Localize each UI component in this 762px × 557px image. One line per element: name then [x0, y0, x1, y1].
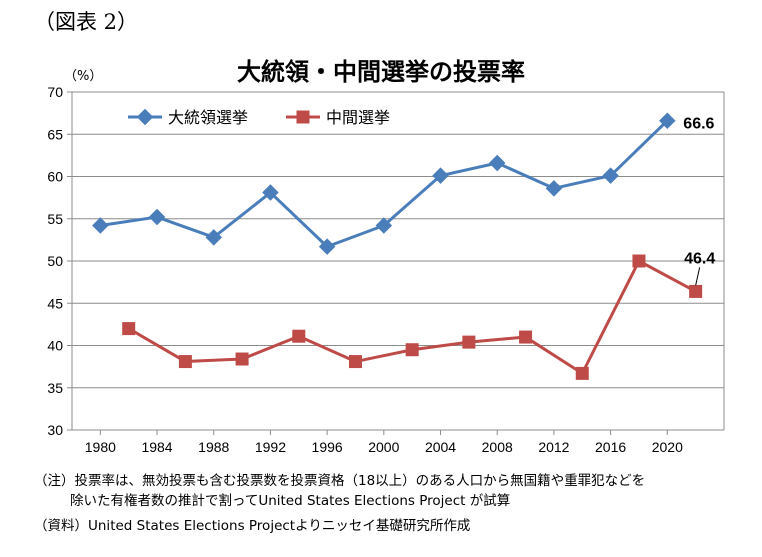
legend-label: 大統領選挙	[168, 108, 248, 127]
data-point	[632, 254, 646, 268]
y-tick-label: 70	[47, 84, 63, 100]
y-tick-label: 65	[47, 126, 63, 142]
data-point	[575, 366, 589, 380]
note-line-2: 除いた有権者数の推計で割ってUnited States Elections Pr…	[70, 493, 511, 509]
chart-title: 大統領・中間選挙の投票率	[237, 58, 525, 86]
y-tick-label: 60	[47, 169, 63, 185]
y-tick-label: 45	[47, 295, 63, 311]
data-label: 46.4	[684, 250, 715, 267]
data-point	[462, 335, 476, 349]
data-point	[178, 355, 192, 369]
x-tick-label: 1996	[312, 439, 343, 455]
y-tick-label: 50	[47, 253, 63, 269]
data-point	[659, 112, 676, 129]
x-tick-label: 2016	[595, 439, 626, 455]
y-axis-unit-label: （%）	[64, 69, 103, 84]
legend-label: 中間選挙	[326, 108, 390, 127]
figure-label: （図表 2）	[34, 10, 139, 34]
data-point	[205, 229, 222, 246]
legend-marker	[296, 110, 310, 124]
legend-marker	[136, 108, 154, 126]
x-tick-label: 1992	[255, 439, 286, 455]
data-point	[235, 352, 249, 366]
data-point	[92, 217, 109, 234]
y-tick-label: 55	[47, 211, 63, 227]
x-tick-label: 2000	[368, 439, 399, 455]
data-point	[348, 355, 362, 369]
x-tick-label: 1984	[141, 439, 172, 455]
x-tick-label: 1988	[198, 439, 229, 455]
data-point	[405, 343, 419, 357]
data-point	[292, 329, 306, 343]
data-point	[262, 184, 279, 201]
x-tick-label: 2020	[652, 439, 683, 455]
source-note: （資料）United States Elections Projectよりニッセ…	[34, 518, 471, 534]
note-line-1: （注）投票率は、無効投票も含む投票数を投票資格（18以上）のある人口から無国籍や…	[34, 473, 646, 489]
x-tick-label: 2004	[425, 439, 456, 455]
x-tick-label: 1980	[85, 439, 116, 455]
data-point	[519, 330, 533, 344]
data-point	[375, 217, 393, 234]
data-point	[488, 154, 506, 172]
y-tick-label: 35	[47, 380, 63, 396]
data-point	[432, 167, 449, 184]
data-point	[602, 167, 619, 184]
data-point	[122, 322, 136, 336]
data-label-leader	[695, 267, 701, 286]
y-tick-label: 40	[47, 338, 63, 354]
data-point	[689, 284, 703, 298]
y-tick-label: 30	[47, 422, 63, 438]
data-label: 66.6	[683, 116, 714, 133]
x-tick-label: 2012	[538, 439, 569, 455]
data-point	[545, 180, 563, 197]
series-line-2	[127, 259, 697, 375]
data-point	[318, 238, 336, 255]
x-tick-label: 2008	[482, 439, 513, 455]
data-point	[148, 208, 166, 226]
